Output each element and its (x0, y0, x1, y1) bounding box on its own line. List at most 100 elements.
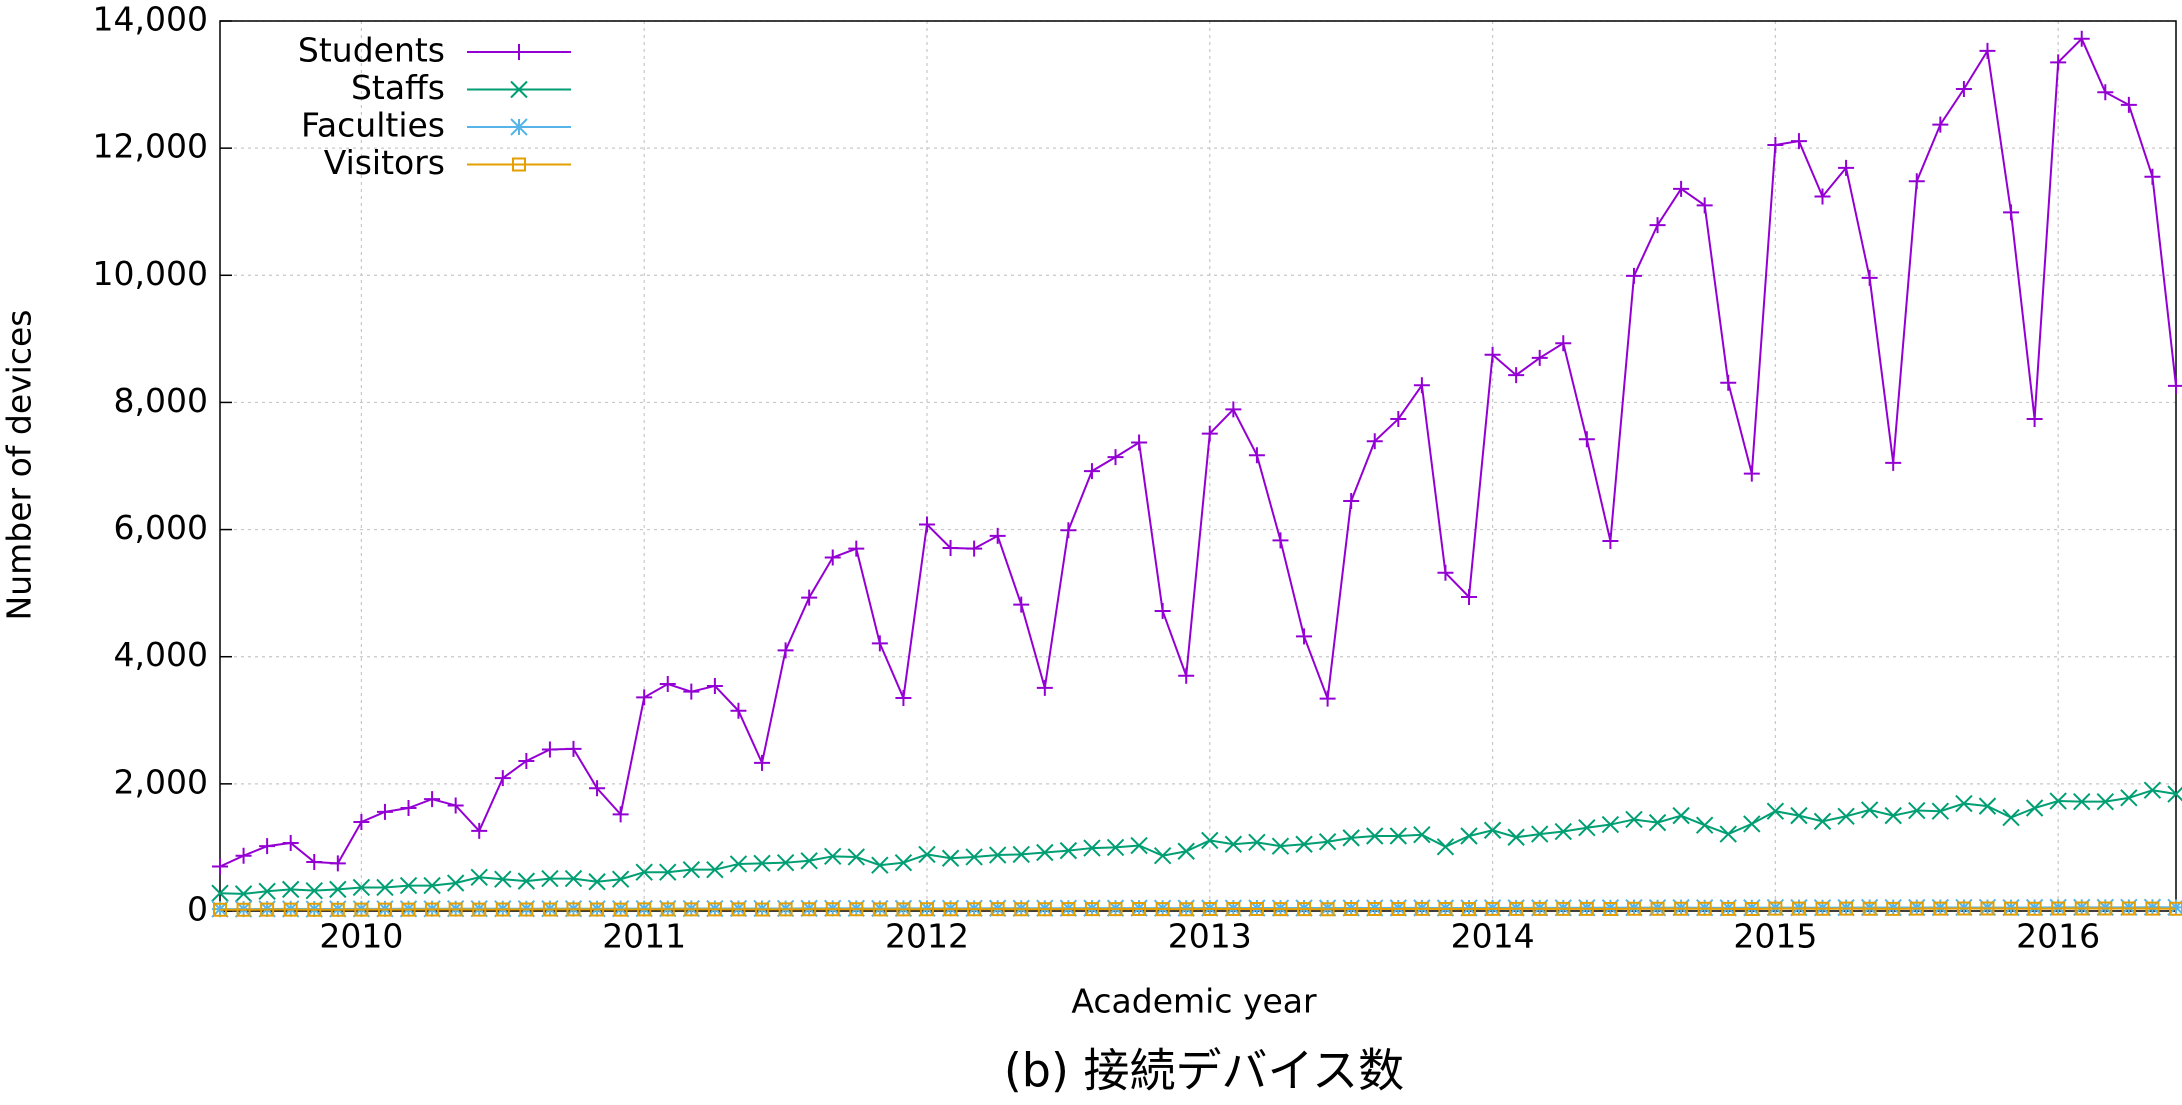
data-point (707, 902, 722, 917)
data-point (1532, 901, 1547, 916)
data-point (1248, 447, 1265, 464)
data-point (801, 589, 818, 606)
data-point (399, 876, 418, 895)
data-point (2049, 898, 2067, 917)
data-point (589, 780, 606, 797)
data-point (754, 754, 771, 771)
data-point (258, 882, 276, 901)
data-point (2120, 898, 2138, 917)
data-point (1271, 899, 1290, 917)
data-point (1437, 564, 1454, 581)
data-point (2120, 96, 2137, 113)
data-point (1037, 902, 1052, 917)
data-point (1908, 173, 1925, 190)
data-point (1648, 898, 1667, 917)
data-point (446, 874, 465, 892)
y-tick-label: 12,000 (93, 127, 208, 166)
caption: (b) 接続デバイス数 (1004, 1044, 1404, 1098)
data-point (1578, 819, 1596, 837)
data-point (1272, 532, 1289, 549)
x-tick-label: 2012 (885, 917, 969, 956)
data-point (1980, 901, 1995, 916)
data-point (2025, 898, 2044, 917)
data-point (1908, 898, 1926, 917)
x-tick-label: 2010 (319, 917, 403, 956)
data-point (1955, 794, 1973, 813)
data-point (1791, 901, 1806, 916)
data-point (1389, 827, 1408, 845)
data-point (424, 791, 441, 808)
data-point (1060, 522, 1077, 539)
data-point (1601, 898, 1620, 917)
data-point (1344, 902, 1359, 917)
data-point (2169, 901, 2182, 916)
data-point (1790, 898, 1808, 917)
data-point (1413, 826, 1431, 844)
data-point (1436, 838, 1455, 856)
data-point (660, 902, 675, 917)
data-point (1603, 902, 1618, 917)
data-point (1556, 901, 1571, 916)
data-point (1461, 588, 1478, 605)
data-point (1061, 902, 1076, 917)
data-point (517, 872, 536, 890)
data-point (682, 860, 701, 879)
data-point (376, 803, 393, 820)
legend-label: Students (298, 31, 445, 70)
data-point (1696, 197, 1713, 214)
data-point (1978, 797, 1997, 815)
data-point (1697, 901, 1712, 916)
data-point (1672, 806, 1690, 825)
data-point (305, 881, 323, 900)
data-point (1273, 902, 1288, 917)
data-point (1342, 829, 1360, 847)
data-point (989, 527, 1006, 544)
data-point (281, 880, 300, 899)
data-point (1813, 898, 1832, 917)
legend-marker (512, 157, 526, 172)
data-point (1743, 898, 1761, 917)
data-point (1931, 898, 1950, 917)
data-point (1862, 901, 1877, 916)
data-point (472, 902, 487, 917)
data-point (848, 540, 865, 557)
data-point (1625, 810, 1643, 829)
data-point (282, 834, 299, 851)
data-point (825, 902, 840, 917)
data-point (1226, 902, 1241, 917)
data-point (1719, 899, 1737, 917)
data-point (1343, 492, 1360, 509)
data-point (1790, 806, 1808, 825)
data-point (988, 846, 1007, 864)
data-point (683, 683, 700, 700)
data-point (967, 902, 982, 917)
y-axis-title: Number of devices (0, 310, 39, 621)
data-point (895, 690, 912, 707)
data-point (211, 884, 229, 902)
data-point (1224, 835, 1243, 853)
data-point (1179, 902, 1194, 917)
data-point (918, 845, 936, 864)
data-point (1014, 902, 1029, 917)
data-point (1296, 628, 1313, 645)
data-point (1177, 899, 1195, 917)
data-point (1508, 367, 1525, 384)
data-point (1460, 899, 1478, 917)
data-point (1131, 434, 1148, 451)
data-point (1909, 901, 1924, 916)
data-point (401, 902, 416, 917)
data-point (1083, 839, 1101, 857)
data-point (2167, 898, 2182, 917)
x-tick-label: 2015 (1733, 917, 1817, 956)
data-point (659, 676, 676, 693)
data-point (2096, 898, 2115, 917)
data-point (1297, 902, 1312, 917)
data-point (590, 902, 605, 917)
data-point (1884, 898, 1902, 917)
data-point (1507, 828, 1525, 846)
data-point (2049, 792, 2067, 810)
data-point (2026, 410, 2043, 427)
data-point (1578, 899, 1596, 917)
